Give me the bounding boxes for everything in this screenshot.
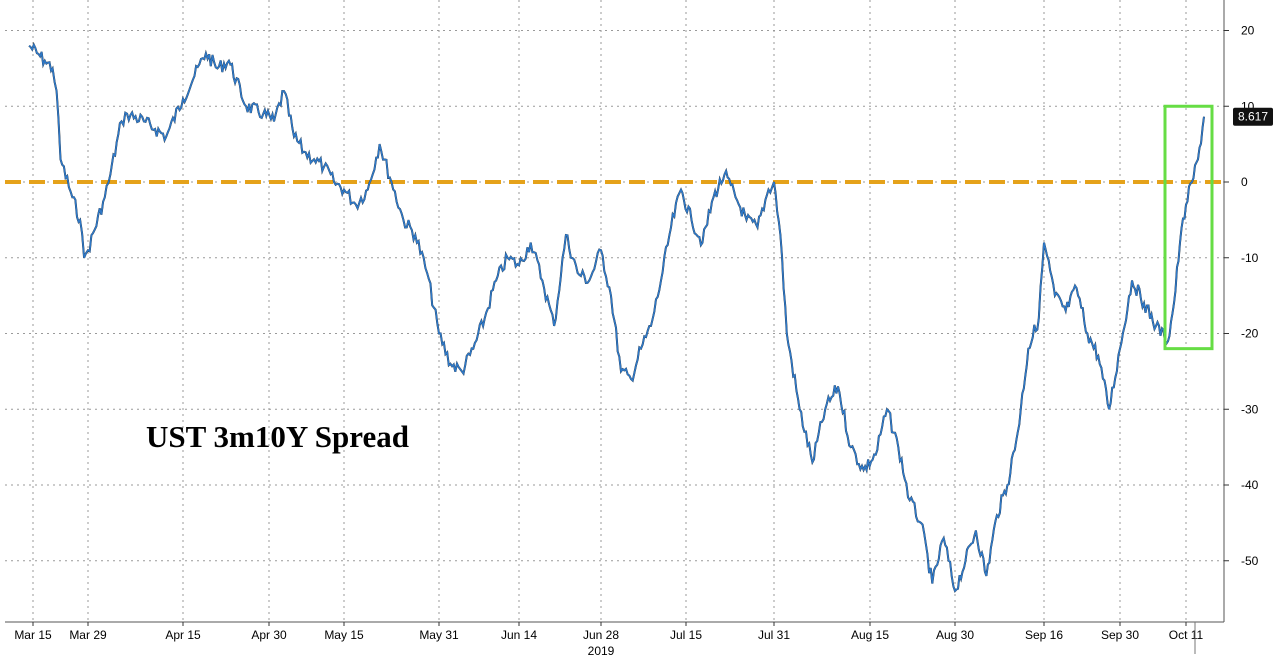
y-tick-label: 20 bbox=[1241, 24, 1255, 38]
x-tick-label: Jun 28 bbox=[583, 628, 619, 642]
x-tick-label: Aug 30 bbox=[936, 628, 974, 642]
series-line-shadow bbox=[28, 42, 1205, 593]
y-tick-label: 0 bbox=[1241, 175, 1248, 189]
y-tick-label: -40 bbox=[1241, 478, 1259, 492]
chart-title: UST 3m10Y Spread bbox=[146, 419, 409, 454]
x-tick-label: May 15 bbox=[324, 628, 364, 642]
y-tick-label: -10 bbox=[1241, 251, 1259, 265]
x-tick-label: Mar 15 bbox=[14, 628, 52, 642]
y-tick-label: -30 bbox=[1241, 402, 1259, 416]
highlight-box bbox=[1163, 104, 1214, 351]
series-line bbox=[28, 42, 1205, 593]
x-tick-label: Sep 30 bbox=[1101, 628, 1139, 642]
x-tick-label: Apr 30 bbox=[251, 628, 287, 642]
x-tick-label: Oct 11 bbox=[1169, 628, 1204, 642]
last-value-label: 8.617 bbox=[1238, 110, 1268, 124]
x-axis: Mar 15 Mar 29 Apr 15 Apr 30 May 15 May 31 Jun … bbox=[5, 621, 1224, 654]
last-value-badge: 8.617 bbox=[1233, 107, 1273, 126]
y-tick-label: -50 bbox=[1241, 554, 1259, 568]
x-tick-label: Jul 15 bbox=[670, 628, 702, 642]
x-tick-label: Jul 31 bbox=[758, 628, 790, 642]
x-tick-label: May 31 bbox=[419, 628, 459, 642]
x-tick-label: Mar 29 bbox=[69, 628, 107, 642]
y-tick-label: -20 bbox=[1241, 327, 1259, 341]
x-year-label: 2019 bbox=[588, 644, 615, 658]
x-tick-label: Apr 15 bbox=[165, 628, 201, 642]
x-tick-label: Aug 15 bbox=[851, 628, 889, 642]
x-tick-label: Jun 14 bbox=[501, 628, 537, 642]
last-value-badge-bg bbox=[1233, 107, 1273, 126]
x-tick-label: Sep 16 bbox=[1025, 628, 1063, 642]
